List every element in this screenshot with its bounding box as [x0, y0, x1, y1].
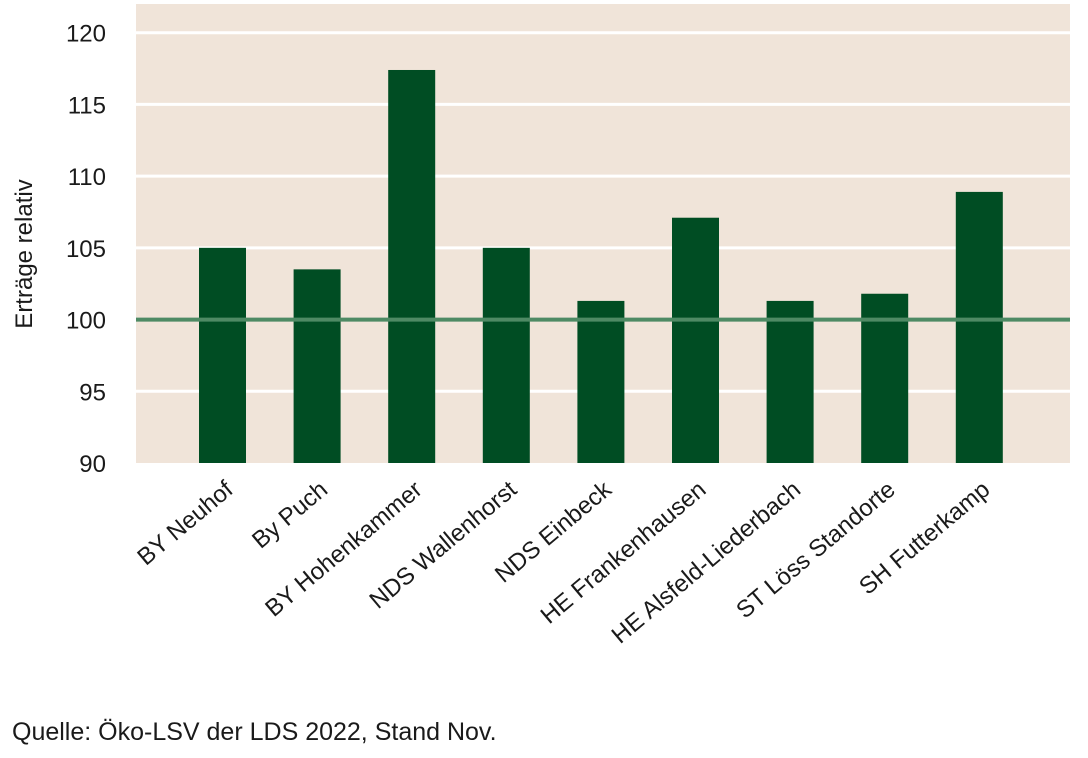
x-tick-label: HE Alsfeld-Liederbach — [607, 476, 806, 649]
y-tick-label: 120 — [66, 21, 106, 48]
bar — [388, 69, 436, 463]
x-tick-label: BY Neuhof — [132, 476, 238, 571]
y-tick-label: 95 — [79, 379, 106, 406]
bar — [482, 247, 530, 463]
bar — [672, 217, 719, 463]
bar — [293, 269, 341, 463]
source-note: Quelle: Öko-LSV der LDS 2022, Stand Nov. — [12, 718, 497, 746]
x-tick-label: ST Löss Standorte — [731, 476, 900, 624]
bar — [199, 247, 246, 463]
bar — [577, 300, 625, 463]
y-axis-ticks: 90 95 100 105 110 115 120 — [66, 21, 106, 478]
bars — [199, 69, 1003, 463]
bar — [861, 293, 909, 463]
y-tick-label: 90 — [79, 451, 106, 478]
y-tick-label: 110 — [68, 164, 106, 191]
x-tick-label: BY Hohenkammer — [260, 476, 427, 622]
y-axis-title: Erträge relativ — [11, 179, 38, 328]
bar — [955, 191, 1003, 463]
x-tick-label: HE Frankenhausen — [536, 476, 712, 630]
x-tick-label: By Puch — [247, 476, 333, 554]
y-tick-label: 115 — [68, 92, 106, 119]
bar — [766, 300, 814, 463]
y-tick-label: 105 — [66, 236, 106, 263]
y-tick-label: 100 — [66, 308, 106, 335]
